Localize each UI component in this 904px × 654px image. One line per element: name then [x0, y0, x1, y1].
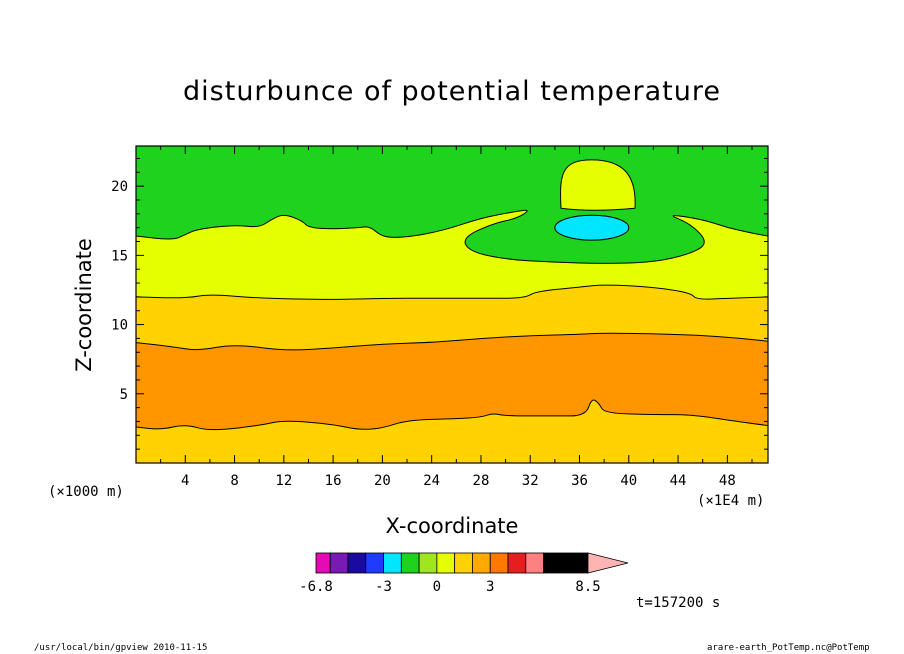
- x-tick-label: 40: [620, 473, 637, 489]
- colorbar-swatch: [489, 552, 509, 574]
- colorbar-swatch: [329, 552, 349, 574]
- colorbar-swatch: [383, 552, 402, 574]
- colorbar-swatch: [436, 552, 456, 574]
- plot-area: [135, 145, 769, 464]
- x-tick-label: 28: [473, 473, 490, 489]
- colorbar-label: -6.8: [299, 579, 333, 595]
- colorbar-swatch: [454, 552, 473, 574]
- colorbar-label: 8.5: [575, 579, 600, 595]
- x-tick-label: 12: [275, 473, 292, 489]
- colorbar: -6.8 -3 0 3 8.5: [299, 552, 629, 595]
- footer-command-label: /usr/local/bin/gpview 2010-11-15: [34, 643, 208, 653]
- x-axis-unit-label: (×1000 m): [48, 484, 124, 500]
- x-axis-label: X-coordinate: [385, 514, 519, 538]
- x-tick-label: 4: [181, 473, 189, 489]
- colorbar-swatch: [543, 552, 589, 574]
- x-tick-label: 32: [522, 473, 539, 489]
- y-tick-label: 10: [111, 318, 128, 334]
- footer-file-label: arare-earth_PotTemp.nc@PotTemp: [707, 643, 870, 653]
- contour-band-orange: [136, 332, 768, 431]
- colorbar-swatch: [400, 552, 420, 574]
- contour-fills: [136, 146, 768, 463]
- x-tick-label: 24: [423, 473, 440, 489]
- colorbar-swatch: [365, 552, 384, 574]
- colorbar-swatch: [525, 552, 544, 574]
- y-tick-label: 15: [111, 248, 128, 264]
- x-axis-scale-label: (×1E4 m): [697, 493, 765, 509]
- chart-title: disturbunce of potential temperature: [183, 76, 721, 107]
- x-tick-label: 44: [670, 473, 687, 489]
- y-tick-label: 20: [111, 179, 128, 195]
- x-tick-label: 20: [374, 473, 391, 489]
- x-tick-label: 16: [325, 473, 342, 489]
- y-axis-ticks: 5 10 15 20: [111, 157, 768, 450]
- colorbar-label: 3: [486, 579, 494, 595]
- colorbar-swatch: [472, 552, 491, 574]
- x-tick-label: 36: [571, 473, 588, 489]
- colorbar-extend-arrow: [587, 552, 629, 574]
- y-tick-label: 5: [120, 387, 128, 403]
- time-label: t=157200 s: [636, 595, 721, 611]
- colorbar-swatch: [347, 552, 367, 574]
- x-tick-label: 48: [719, 473, 736, 489]
- colorbar-swatch: [418, 552, 438, 574]
- colorbar-label: -3: [375, 579, 392, 595]
- contour-blob-yellow: [560, 159, 636, 211]
- x-axis-ticks: 4 8 12 16 20 24 28 32 36 40 44 48: [160, 146, 753, 489]
- contour-blob-cyan: [554, 214, 630, 241]
- plot-frame: [135, 145, 769, 464]
- colorbar-swatch: [507, 552, 527, 574]
- colorbar-label: 0: [433, 579, 441, 595]
- x-tick-label: 8: [230, 473, 238, 489]
- colorbar-swatch: [315, 552, 331, 574]
